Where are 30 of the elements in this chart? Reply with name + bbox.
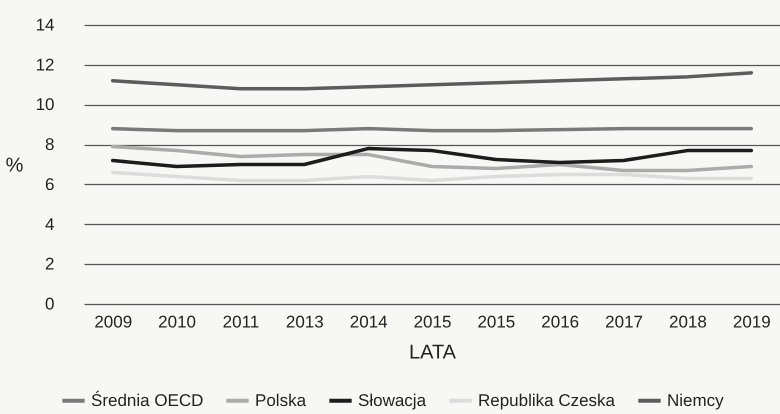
y-tick-label: 10 (36, 95, 54, 114)
y-tick-label: 8 (45, 135, 54, 154)
x-tick-label: 2018 (669, 312, 707, 332)
x-tick-label: 2016 (541, 312, 580, 332)
legend-label: Słowacja (358, 390, 427, 410)
x-tick-label: 2017 (605, 312, 643, 332)
x-tick-label: 2014 (350, 312, 388, 332)
legend-label: Średnia OECD (91, 390, 204, 410)
x-axis-title: LATA (408, 342, 457, 364)
y-tick-label: 0 (45, 294, 54, 314)
legend-label: Polska (255, 390, 307, 410)
x-tick-label: 2009 (94, 312, 132, 332)
line-series (110, 170, 754, 182)
line-series (110, 144, 754, 172)
legend-label: Republika Czeska (478, 390, 616, 410)
x-tick-label: 2015 (477, 312, 516, 332)
y-axis-title: % (6, 154, 24, 176)
x-tick-label: 2010 (158, 312, 196, 332)
x-tick-label: 2013 (286, 312, 324, 332)
legend-label: Niemcy (667, 390, 724, 410)
x-tick-label: 2019 (732, 312, 771, 332)
x-tick-label: 2015 (414, 312, 452, 332)
y-tick-label: 14 (36, 16, 54, 34)
x-tick-label: 2011 (222, 312, 260, 332)
line-series (110, 146, 754, 168)
line-series (110, 71, 754, 91)
y-tick-label: 2 (45, 254, 54, 274)
y-tick-label: 6 (45, 174, 54, 194)
y-tick-label: 4 (45, 214, 54, 234)
y-tick-label: 12 (36, 55, 54, 74)
